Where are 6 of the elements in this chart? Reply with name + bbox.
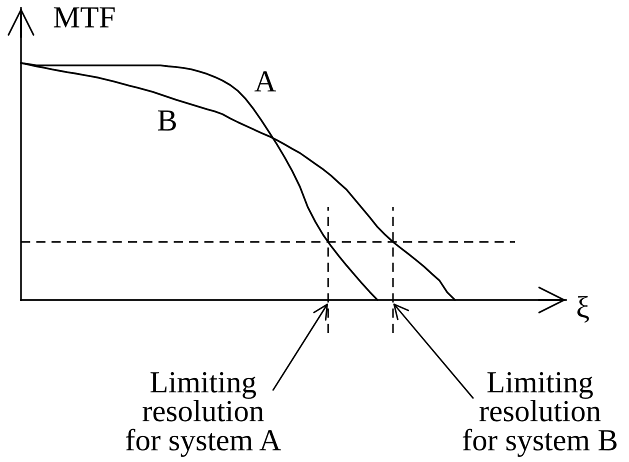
- text: Limiting resolution for system A: [126, 372, 281, 457]
- series-label: A: [254, 71, 276, 92]
- series-label: B: [158, 110, 176, 131]
- x-axis-title: ξ: [577, 296, 589, 323]
- text: Limiting resolution for system B: [462, 372, 617, 457]
- y-axis-title: MTF: [54, 7, 115, 28]
